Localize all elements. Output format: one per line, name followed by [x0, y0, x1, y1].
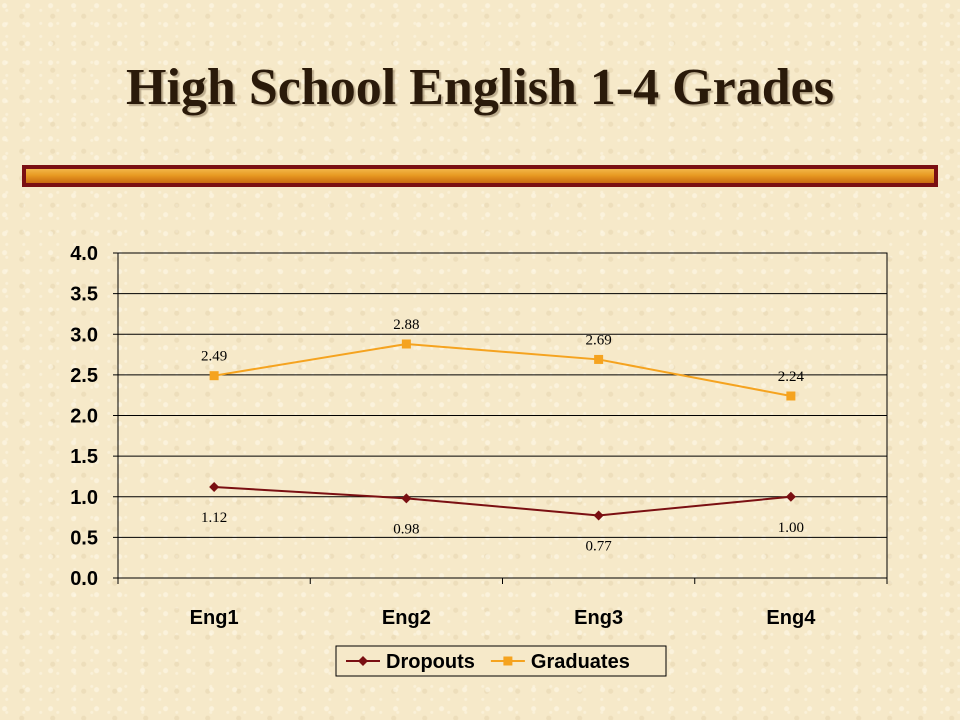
data-label-dropouts: 1.12 [201, 510, 227, 526]
series-line-dropouts [214, 486, 791, 517]
x-category-label: Eng1 [190, 607, 239, 629]
y-tick-label: 1.5 [70, 446, 98, 468]
y-tick-label: 2.0 [70, 406, 98, 428]
x-category-label: Eng4 [766, 607, 816, 629]
data-point-dropouts [209, 482, 220, 492]
y-tick-label: 2.5 [70, 365, 98, 387]
data-point-graduates [209, 371, 219, 381]
y-tick-label: 0.5 [70, 527, 98, 549]
data-label-graduates: 2.69 [586, 332, 612, 348]
series-line-graduates [213, 342, 792, 397]
legend-label-dropouts: Dropouts [386, 651, 475, 673]
data-point-graduates [786, 391, 796, 401]
data-point-dropouts [401, 493, 412, 504]
y-tick-label: 3.5 [70, 284, 98, 306]
y-tick-label: 1.0 [70, 487, 98, 509]
legend-marker-dropouts [358, 656, 368, 666]
y-tick-label: 0.0 [70, 568, 98, 590]
data-point-dropouts [593, 510, 604, 521]
data-point-dropouts [785, 491, 796, 502]
data-point-graduates [401, 339, 411, 349]
data-label-graduates: 2.24 [778, 369, 805, 385]
y-tick-label: 4.0 [70, 243, 98, 265]
slide-title: High School English 1-4 Grades [126, 59, 834, 116]
data-label-dropouts: 0.98 [393, 521, 419, 537]
legend-label-graduates: Graduates [531, 651, 630, 673]
x-category-label: Eng3 [574, 607, 623, 629]
legend-marker-graduates [503, 656, 513, 666]
x-category-label: Eng2 [382, 607, 431, 629]
data-label-graduates: 2.88 [393, 317, 419, 333]
data-label-dropouts: 1.00 [778, 520, 804, 536]
data-point-graduates [594, 354, 604, 364]
data-label-dropouts: 0.77 [586, 538, 613, 554]
title-divider-bar [22, 165, 938, 187]
data-label-graduates: 2.49 [201, 349, 227, 365]
y-tick-label: 3.0 [70, 324, 98, 346]
